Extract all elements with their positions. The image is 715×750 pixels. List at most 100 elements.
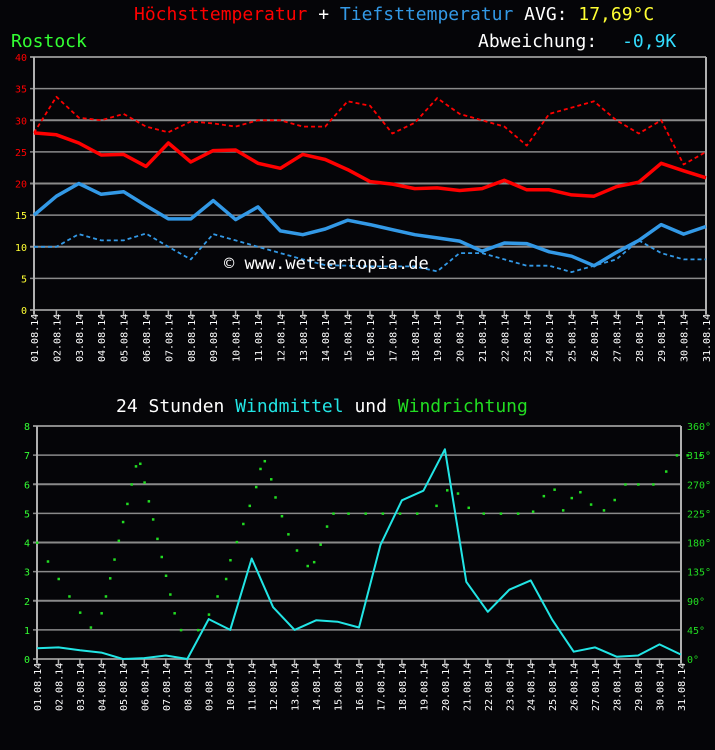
y-tick-label: 5 xyxy=(24,509,30,520)
y2-tick-label: 180° xyxy=(687,539,711,550)
wind-direction-point xyxy=(589,503,593,506)
y-tick-label: 20 xyxy=(15,180,27,191)
wind-direction-point xyxy=(553,488,556,491)
wind-direction-point xyxy=(130,483,133,486)
wind-title-dir: Windrichtung xyxy=(397,396,528,417)
y2-tick-label: 45° xyxy=(687,626,705,637)
y-tick-label: 5 xyxy=(21,274,27,285)
x-tick-label: 19.08.14 xyxy=(419,663,430,711)
y-tick-label: 7 xyxy=(24,451,30,462)
x-tick-label: 12.08.14 xyxy=(276,314,287,362)
temperature-chart: 0 5 10 15 20 25 30 35 40 01.08.14 02.08.14 03.08.14… xyxy=(15,53,713,362)
y2-tick-label: 135° xyxy=(687,568,711,579)
wind-direction-point xyxy=(126,502,129,506)
x-tick-label: 05.08.14 xyxy=(120,314,131,362)
deviation: Abweichung: -0,9K xyxy=(478,31,676,52)
wind-direction-point xyxy=(280,514,284,518)
wind-direction-point xyxy=(164,574,168,578)
x-tick-label: 29.08.14 xyxy=(634,663,645,711)
x-tick-label: 13.08.14 xyxy=(299,314,310,362)
wind-direction-point xyxy=(78,611,82,614)
wind-direction-point xyxy=(68,595,71,598)
x-tick-label: 08.08.14 xyxy=(187,314,198,362)
wind-direction-point xyxy=(482,512,486,515)
wind-direction-point xyxy=(287,533,290,536)
x-tick-label: 09.08.14 xyxy=(209,314,220,362)
wind-direction-point xyxy=(160,555,164,559)
x-tick-label: 30.08.14 xyxy=(656,663,667,711)
watermark: © www.wettertopia.de xyxy=(224,254,429,274)
wind-direction-point xyxy=(139,462,142,466)
wind-direction-point xyxy=(446,489,449,492)
wind-direction-point xyxy=(89,626,93,629)
chart-title: Höchsttemperatur + Tiefsttemperatur AVG:… xyxy=(134,4,654,25)
x-tick-label: 13.08.14 xyxy=(291,663,302,711)
wind-direction-point xyxy=(652,483,655,486)
wind-direction-point xyxy=(319,543,322,546)
x-tick-label: 31.08.14 xyxy=(702,314,713,362)
y2-tick-label: 270° xyxy=(687,480,711,491)
wind-direction-point xyxy=(332,512,335,515)
y-tick-label: 3 xyxy=(24,568,30,579)
x-tick-label: 16.08.14 xyxy=(355,663,366,711)
wind-direction-point xyxy=(151,518,155,521)
x-tick-label: 22.08.14 xyxy=(484,663,495,711)
x-tick-label: 07.08.14 xyxy=(162,663,173,711)
wind-direction-point xyxy=(306,564,309,568)
wind-direction-point xyxy=(637,483,640,486)
wind-direction-point xyxy=(295,549,299,552)
y-tick-label: 4 xyxy=(24,539,30,550)
wind-direction-point xyxy=(499,512,503,515)
wind-direction-point xyxy=(263,459,267,463)
x-tick-label: 31.08.14 xyxy=(677,663,688,711)
x-tick-label: 20.08.14 xyxy=(441,663,452,711)
x-tick-label: 27.08.14 xyxy=(612,314,623,362)
x-tick-label: 26.08.14 xyxy=(590,314,601,362)
wind-direction-point xyxy=(254,485,258,489)
deviation-value: -0,9K xyxy=(622,31,677,52)
x-tick-label: 11.08.14 xyxy=(248,663,259,711)
series-line xyxy=(33,95,707,166)
deviation-label: Abweichung: xyxy=(478,31,598,52)
x-tick-label: 14.08.14 xyxy=(312,663,323,711)
y-tick-label: 25 xyxy=(15,148,27,159)
wind-direction-point xyxy=(312,560,316,564)
wind-chart: 0 1 2 3 4 5 6 7 8 01.08.14 02.08.14 03.08.14 04.08.1… xyxy=(24,422,711,711)
y2-tick-label: 360° xyxy=(687,422,711,433)
wind-direction-point xyxy=(675,454,679,457)
x-tick-label: 04.08.14 xyxy=(97,314,108,362)
wind-direction-point xyxy=(398,512,402,515)
x-tick-label: 04.08.14 xyxy=(97,663,108,711)
x-tick-label: 14.08.14 xyxy=(321,314,332,362)
x-tick-label: 27.08.14 xyxy=(591,663,602,711)
wind-direction-point xyxy=(248,504,252,508)
wind-title-and: und xyxy=(354,396,387,417)
wind-direction-point xyxy=(117,539,121,543)
title-max: Höchsttemperatur xyxy=(134,4,308,25)
x-tick-label: 19.08.14 xyxy=(433,314,444,362)
wind-direction-point xyxy=(364,512,367,515)
y2-tick-label: 90° xyxy=(687,597,705,608)
x-tick-label: 08.08.14 xyxy=(183,663,194,711)
x-tick-label: 06.08.14 xyxy=(140,663,151,711)
x-tick-label: 25.08.14 xyxy=(548,663,559,711)
x-tick-label: 21.08.14 xyxy=(462,663,473,711)
x-tick-label: 06.08.14 xyxy=(142,314,153,362)
x-tick-label: 17.08.14 xyxy=(376,663,387,711)
wind-direction-point xyxy=(664,470,668,473)
wind-direction-point xyxy=(325,525,329,528)
wind-direction-point xyxy=(100,612,103,615)
x-tick-label: 02.08.14 xyxy=(52,314,63,362)
x-tick-label: 10.08.14 xyxy=(232,314,243,362)
wind-direction-point xyxy=(456,492,460,495)
wind-title-prefix: 24 Stunden xyxy=(116,396,225,417)
wind-direction-point xyxy=(269,478,273,481)
wind-direction-point xyxy=(104,595,108,598)
avg-label: AVG: xyxy=(524,4,568,25)
y2-tick-label: 315° xyxy=(687,451,711,462)
wind-direction-point xyxy=(381,512,385,515)
y-tick-label: 15 xyxy=(15,211,27,222)
y-tick-label: 30 xyxy=(15,116,27,127)
wind-direction-point xyxy=(46,560,50,563)
wind-direction-point xyxy=(57,577,60,581)
